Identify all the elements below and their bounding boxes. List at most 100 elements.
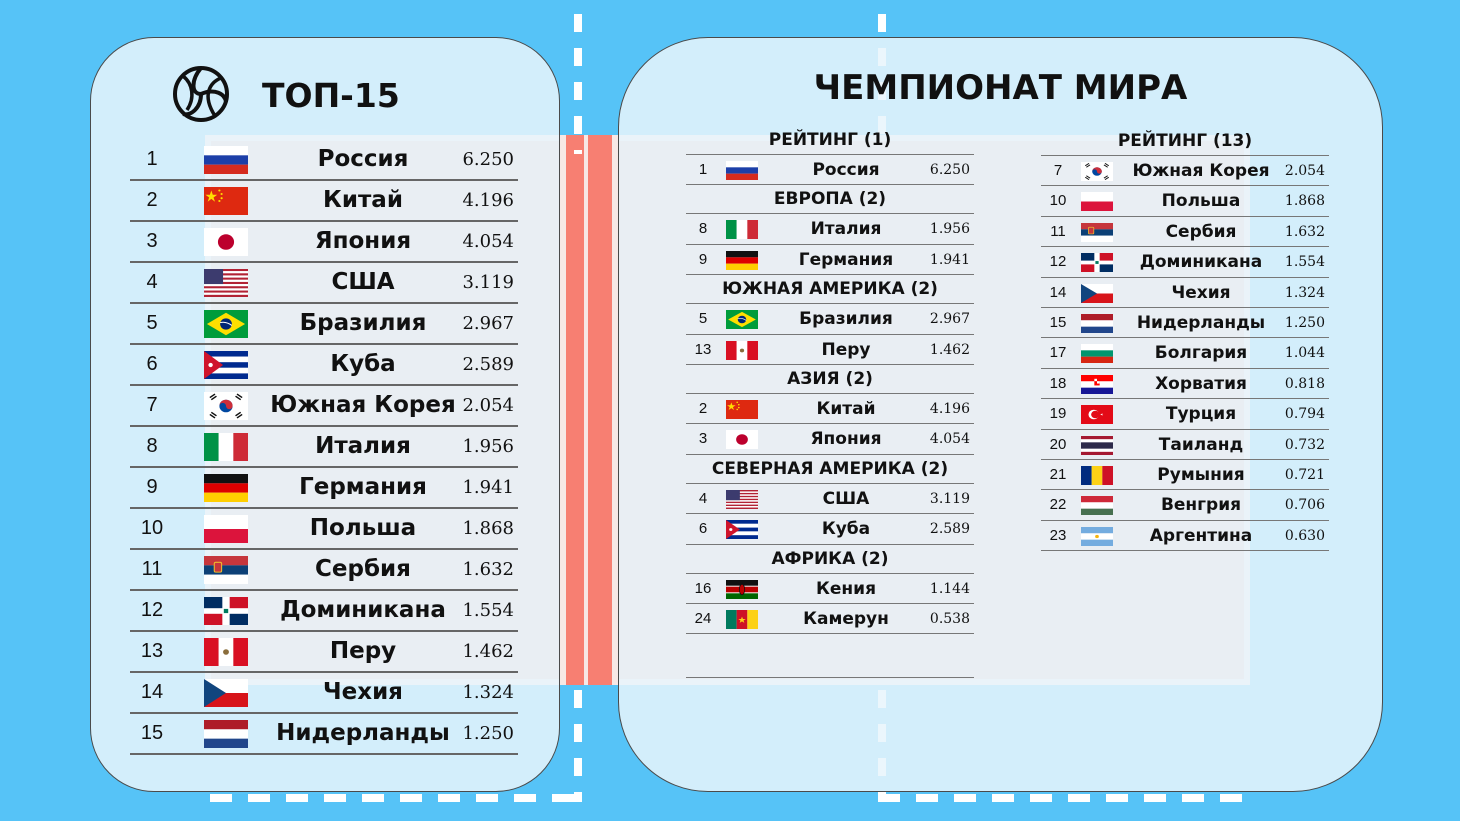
group-header: ЕВРОПА (2) — [686, 185, 974, 215]
qualifiers-column-2: РЕЙТИНГ (13) 7 Южная Корея 2.054 10 Польша 1.8… — [1041, 127, 1329, 552]
rank-number: 10 — [140, 517, 164, 539]
country-name: США — [331, 269, 395, 295]
rating-value: 1.554 — [1284, 254, 1325, 271]
rank-number: 11 — [1050, 222, 1066, 240]
table-row: 14 Чехия 1.324 — [130, 673, 518, 714]
rank-number: 15 — [1049, 313, 1067, 331]
table-row: 13 Перу 1.462 — [686, 335, 974, 365]
rank-number: 18 — [1049, 374, 1067, 392]
rank-number: 6 — [698, 520, 708, 538]
rank-number: 7 — [1053, 162, 1063, 179]
table-row: 7 Южная Корея 2.054 — [1041, 156, 1329, 187]
rank-number: 4 — [698, 489, 708, 507]
table-row: 15 Нидерланды 1.250 — [130, 714, 518, 755]
table-row: 24 Камерун 0.538 — [686, 604, 974, 635]
flag-cm-icon — [726, 609, 758, 629]
rank-number: 6 — [146, 353, 158, 375]
country-name: Китай — [323, 187, 403, 213]
rating-value: 3.119 — [929, 490, 970, 507]
rating-value: 4.196 — [462, 190, 514, 211]
rating-value: 1.632 — [462, 559, 514, 580]
table-row: 10 Польша 1.868 — [130, 509, 518, 550]
country-name: Россия — [812, 160, 880, 180]
flag-cu-icon — [726, 520, 758, 540]
court-dashed-line — [574, 14, 582, 154]
flag-jp-icon — [726, 430, 758, 450]
rating-value: 2.054 — [462, 395, 514, 416]
rank-number: 12 — [1049, 253, 1067, 271]
rank-number: 23 — [1049, 526, 1067, 544]
table-row: 16 Кения 1.144 — [686, 574, 974, 604]
table-row: 7 Южная Корея 2.054 — [130, 386, 518, 427]
country-name: Чехия — [1171, 282, 1231, 303]
flag-ke-icon — [726, 579, 758, 599]
flag-ro-icon — [1081, 465, 1113, 485]
table-row: 2 Китай 4.196 — [130, 181, 518, 222]
country-name: Перу — [821, 339, 871, 360]
court-dashed-line — [574, 690, 582, 802]
group-header: ЮЖНАЯ АМЕРИКА (2) — [686, 275, 974, 305]
rank-number: 3 — [698, 430, 708, 448]
rating-value: 2.589 — [929, 521, 970, 538]
rating-value: 1.632 — [1284, 223, 1325, 240]
flag-it-icon — [726, 220, 758, 240]
country-name: Куба — [821, 519, 871, 540]
country-name: Япония — [810, 429, 882, 450]
table-row: 6 Куба 2.589 — [130, 345, 518, 386]
rating-value: 0.538 — [929, 610, 970, 627]
rating-value: 6.250 — [462, 149, 514, 170]
flag-ar-icon — [1081, 526, 1113, 546]
country-name: Нидерланды — [276, 720, 450, 746]
top15-title: ТОП-15 — [262, 76, 400, 115]
flag-tr-icon — [1081, 405, 1113, 425]
rank-number: 14 — [140, 681, 164, 703]
flag-jp-icon — [204, 228, 248, 256]
rating-value: 1.941 — [462, 477, 514, 498]
country-name: Италия — [810, 219, 882, 240]
flag-de-icon — [726, 250, 758, 270]
country-name: Турция — [1165, 404, 1237, 425]
rating-value: 0.721 — [1284, 466, 1325, 483]
table-row: 10 Польша 1.868 — [1041, 186, 1329, 217]
rating-value: 1.324 — [1284, 284, 1325, 301]
table-row: 9 Германия 1.941 — [130, 468, 518, 509]
country-name: Чехия — [323, 679, 403, 705]
court-net-zone — [560, 135, 618, 685]
group-header: АФРИКА (2) — [686, 545, 974, 574]
flag-it-icon — [204, 433, 248, 461]
rating-value: 0.732 — [1284, 436, 1325, 453]
rank-number: 5 — [146, 312, 158, 334]
rating-value: 1.941 — [929, 251, 970, 268]
world-championship-title: ЧЕМПИОНАТ МИРА — [813, 68, 1188, 108]
table-row: 13 Перу 1.462 — [130, 632, 518, 673]
rank-number: 1 — [146, 148, 158, 170]
country-name: Южная Корея — [270, 392, 456, 418]
rating-value: 0.630 — [1284, 527, 1325, 544]
rating-value: 6.250 — [929, 162, 970, 178]
table-row: 18 Хорватия 0.818 — [1041, 369, 1329, 400]
rank-number: 13 — [140, 640, 164, 662]
rating-value: 1.462 — [929, 341, 970, 358]
table-row: 23 Аргентина 0.630 — [1041, 521, 1329, 552]
volleyball-icon — [171, 64, 231, 124]
rating-value: 1.144 — [929, 580, 970, 597]
flag-us-icon — [726, 489, 758, 509]
flag-pl-icon — [204, 515, 248, 543]
country-name: Сербия — [315, 556, 411, 582]
rank-number: 19 — [1049, 405, 1067, 423]
table-row: 8 Италия 1.956 — [130, 427, 518, 468]
country-name: Китай — [816, 398, 876, 419]
flag-nl-icon — [1081, 313, 1113, 333]
rank-number: 9 — [698, 250, 708, 268]
flag-cn-icon — [726, 399, 758, 419]
group-header: РЕЙТИНГ (1) — [686, 126, 974, 155]
rating-value: 1.956 — [929, 221, 970, 238]
table-end-divider — [686, 677, 974, 678]
country-name: Германия — [798, 249, 894, 270]
rank-number: 9 — [146, 476, 158, 498]
rank-number: 20 — [1049, 435, 1067, 453]
rating-value: 0.818 — [1284, 375, 1325, 392]
top15-table: 1 Россия 6.250 2 Китай 4.196 3 Япония 4.054 4 США 3… — [130, 140, 518, 755]
rating-value: 1.868 — [1284, 193, 1325, 210]
table-row: 17 Болгария 1.044 — [1041, 338, 1329, 369]
